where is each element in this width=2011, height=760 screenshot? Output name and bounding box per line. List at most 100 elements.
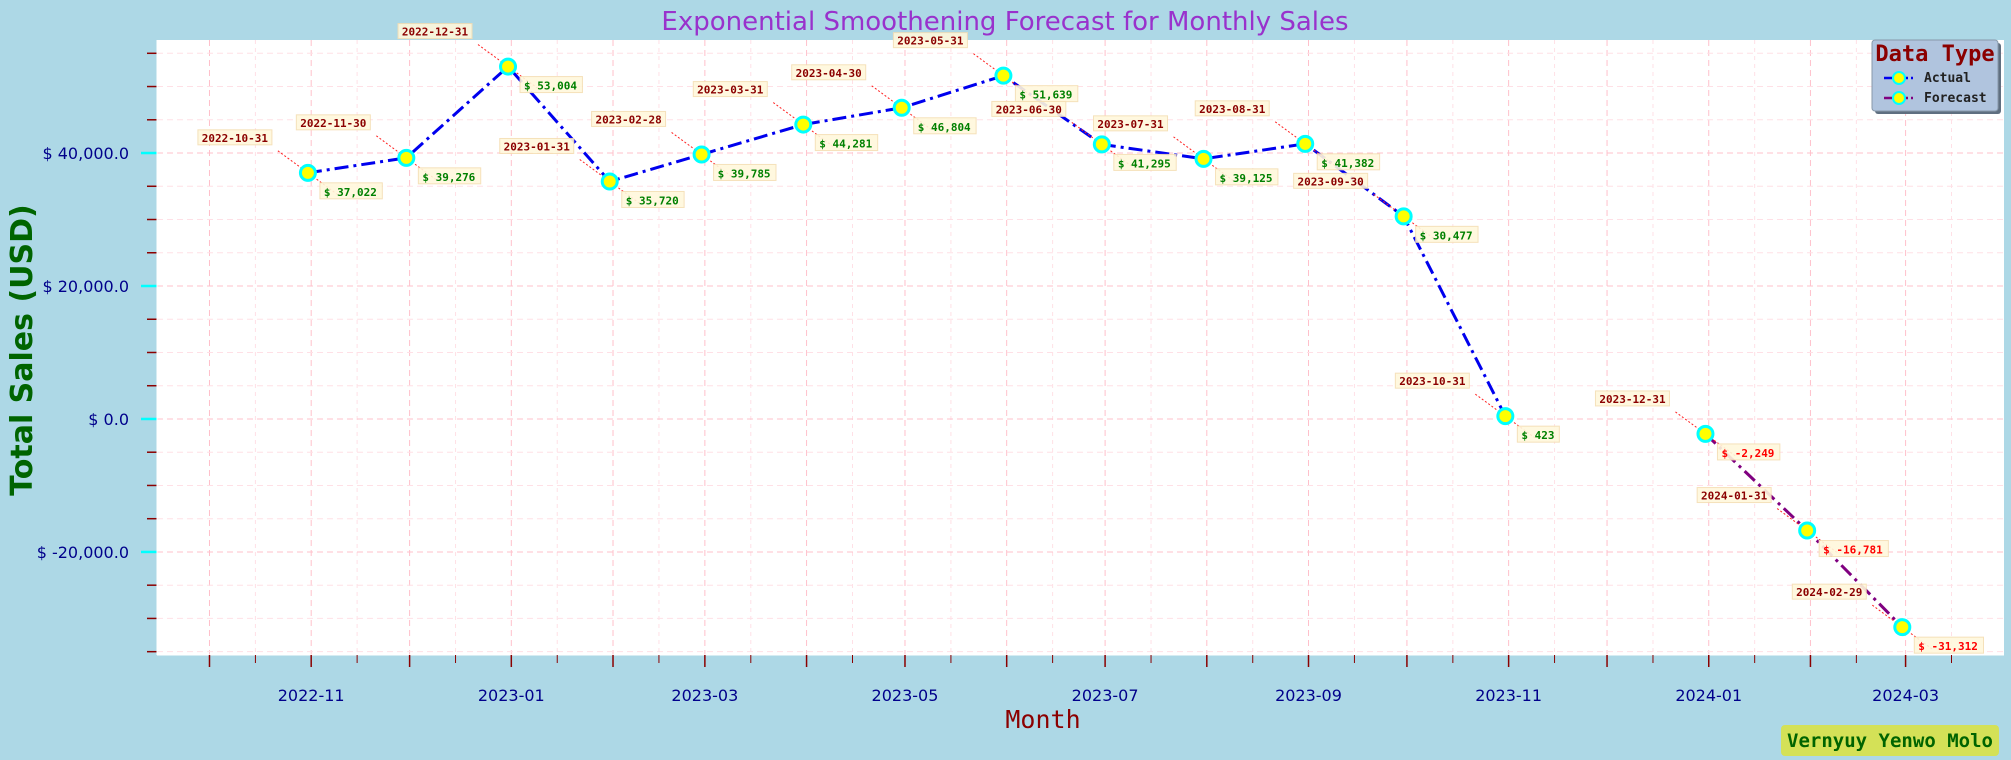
date-label: 2023-04-30	[796, 67, 862, 80]
date-label: 2023-08-31	[1199, 103, 1266, 116]
value-label: $ 51,639	[1019, 89, 1072, 102]
y-tick-label: $ 0.0	[88, 410, 129, 429]
value-label: $ -31,312	[1918, 640, 1978, 653]
data-point	[1496, 407, 1515, 426]
data-point	[892, 98, 911, 117]
date-label-box	[892, 32, 968, 49]
date-label-box	[1293, 172, 1369, 189]
data-point	[1798, 521, 1817, 540]
date-label-box	[499, 137, 575, 154]
x-tick-label: 2024-03	[1872, 686, 1939, 705]
value-label: $ 37,022	[324, 186, 377, 199]
data-point	[499, 57, 518, 76]
data-labels: 2022-10-31 $ 37,022 2022-11-30 $ 39,276 2022…	[197, 23, 1985, 654]
date-label-box	[1696, 487, 1772, 504]
axes: 2022-11 2023-01 2023-03 2023-05 2023-07 2023-…	[37, 40, 2004, 705]
plot-area	[157, 40, 2004, 655]
date-label: 2024-02-29	[1796, 586, 1862, 599]
value-label-box	[1113, 153, 1177, 171]
date-label: 2022-10-31	[202, 132, 269, 145]
date-label-box	[1194, 100, 1270, 117]
date-label-box	[197, 129, 273, 146]
value-label: $ -2,249	[1721, 447, 1774, 460]
legend: Data Type Actual Forecast	[1871, 39, 2001, 114]
x-axis-label: Month	[1005, 705, 1080, 734]
value-label-box	[814, 134, 879, 152]
value-label: $ 41,295	[1118, 157, 1171, 170]
value-label: $ 35,720	[626, 194, 679, 207]
value-label-box	[1818, 540, 1889, 558]
date-label: 2023-02-28	[595, 113, 661, 126]
value-label-box	[713, 163, 777, 181]
date-label: 2023-07-31	[1097, 118, 1164, 131]
value-label: $ -16,781	[1823, 544, 1883, 557]
value-label: $ 39,785	[718, 167, 771, 180]
date-label-box	[692, 81, 768, 98]
value-label-box	[913, 117, 977, 135]
data-point	[1194, 149, 1213, 168]
data-point	[600, 172, 619, 191]
value-label-box	[1215, 168, 1279, 186]
date-label: 2023-06-30	[996, 103, 1062, 116]
data-point	[692, 145, 711, 164]
date-label: 2023-05-31	[897, 35, 964, 48]
data-point	[1893, 618, 1912, 637]
value-label: $ 44,281	[819, 138, 872, 151]
date-label-box	[991, 100, 1067, 117]
value-label: $ 53,004	[524, 80, 577, 93]
value-label: $ 39,276	[422, 171, 475, 184]
x-tick-label: 2023-03	[671, 686, 738, 705]
data-point	[794, 115, 813, 134]
legend-title: Data Type	[1875, 42, 1994, 67]
x-tick-label: 2023-05	[872, 686, 939, 705]
value-label: $ 46,804	[918, 121, 971, 134]
date-label: 2023-10-31	[1399, 375, 1466, 388]
value-label-box	[417, 167, 482, 185]
legend-marker-forecast	[1892, 91, 1906, 105]
author-badge-bg	[1781, 725, 1999, 756]
value-label: $ 423	[1521, 429, 1554, 442]
date-label-box	[397, 23, 473, 40]
date-label: 2024-01-31	[1701, 490, 1768, 503]
data-point	[397, 148, 416, 167]
data-point	[1394, 207, 1413, 226]
date-label-box	[591, 110, 667, 127]
author-name: Vernyuy Yenwo Molo	[1787, 730, 1993, 752]
date-label: 2023-01-31	[504, 140, 571, 153]
date-label: 2022-12-31	[402, 26, 469, 39]
value-label-box	[319, 182, 383, 200]
date-label-box	[295, 114, 371, 131]
chart-title: Exponential Smoothening Forecast for Mon…	[661, 7, 1348, 37]
value-label: $ 39,125	[1220, 172, 1273, 185]
date-label-box	[791, 64, 867, 81]
value-label-box	[1516, 425, 1560, 443]
legend-label-forecast: Forecast	[1924, 91, 1987, 106]
data-point	[298, 163, 317, 182]
x-tick-label: 2023-07	[1072, 686, 1139, 705]
data-point	[994, 66, 1013, 85]
value-label-box	[1415, 225, 1479, 243]
x-tick-label: 2023-01	[478, 686, 545, 705]
x-tick-label: 2024-01	[1675, 686, 1742, 705]
legend-marker-actual	[1892, 71, 1906, 85]
x-tick-label: 2023-11	[1475, 686, 1542, 705]
x-tick-label: 2023-09	[1275, 686, 1342, 705]
value-label-box	[519, 76, 583, 94]
y-tick-label: $ 20,000.0	[42, 277, 129, 296]
y-tick-label: $ -20,000.0	[37, 543, 129, 562]
value-label-box	[1716, 443, 1781, 461]
data-point	[1696, 424, 1715, 443]
date-label-box	[1791, 583, 1867, 600]
date-label-box	[1093, 115, 1169, 132]
author-badge: Vernyuy Yenwo Molo	[1781, 725, 1999, 756]
value-label-box	[1913, 636, 1985, 654]
legend-label-actual: Actual	[1924, 71, 1971, 86]
data-point	[1296, 134, 1315, 153]
value-label-box	[1316, 153, 1381, 171]
value-label: $ 30,477	[1420, 229, 1473, 242]
x-tick-label: 2022-11	[278, 686, 345, 705]
y-axis-label: Total Sales (USD)	[5, 204, 40, 495]
data-point	[1092, 135, 1111, 154]
date-label-box	[1394, 372, 1470, 389]
